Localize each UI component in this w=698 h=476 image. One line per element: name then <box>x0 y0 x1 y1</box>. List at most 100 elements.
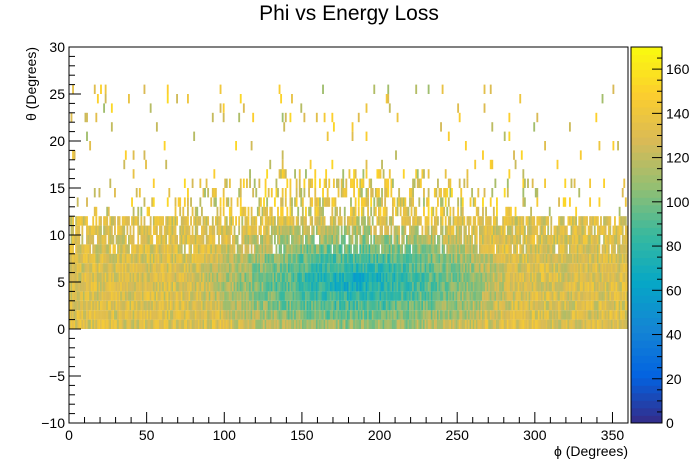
heatmap-cell <box>582 225 585 235</box>
heatmap-cell <box>427 282 430 292</box>
heatmap-cell <box>211 272 214 282</box>
heatmap-cell <box>263 235 265 245</box>
heatmap-cell <box>264 282 267 292</box>
heatmap-cell <box>382 300 385 311</box>
heatmap-cell <box>224 225 227 235</box>
heatmap-cell <box>522 178 525 188</box>
heatmap-cell <box>238 272 241 282</box>
heatmap-cell <box>396 244 399 254</box>
heatmap-cell <box>393 272 396 282</box>
heatmap-cell <box>421 225 424 235</box>
heatmap-cell <box>596 253 599 264</box>
heatmap-cell <box>199 310 202 320</box>
heatmap-cell <box>466 178 469 188</box>
heatmap-cell <box>471 272 474 282</box>
heatmap-cell <box>218 263 220 273</box>
heatmap-cell <box>173 319 175 329</box>
heatmap-cell <box>155 122 158 132</box>
heatmap-cell <box>311 300 314 311</box>
heatmap-cell <box>219 206 222 217</box>
heatmap-cell <box>300 197 303 207</box>
heatmap-cell <box>550 235 553 245</box>
heatmap-cell <box>488 300 491 311</box>
colorbar-swatch <box>631 182 662 191</box>
heatmap-cell <box>291 94 293 104</box>
heatmap-cell <box>207 319 210 329</box>
heatmap-cell <box>263 225 265 235</box>
heatmap-cell <box>614 253 616 264</box>
heatmap-cell <box>253 291 256 301</box>
heatmap-cell <box>183 300 186 311</box>
heatmap-cell <box>221 310 224 320</box>
heatmap-cell <box>356 300 359 311</box>
heatmap-cell <box>376 216 379 226</box>
heatmap-cell <box>600 216 602 226</box>
heatmap-cell <box>78 225 81 235</box>
heatmap-cell <box>292 235 295 245</box>
heatmap-cell <box>561 263 564 273</box>
heatmap-cell <box>419 235 422 245</box>
heatmap-cell <box>443 253 446 264</box>
heatmap-cell <box>323 112 326 123</box>
heatmap-cell <box>332 216 335 226</box>
heatmap-cell <box>359 310 362 320</box>
heatmap-cell <box>582 310 585 320</box>
heatmap-cell <box>568 300 571 311</box>
heatmap-cell <box>300 103 303 113</box>
heatmap-cell <box>227 197 230 207</box>
heatmap-cell <box>149 216 152 226</box>
heatmap-cell <box>197 319 200 329</box>
heatmap-cell <box>544 216 546 226</box>
heatmap-cell <box>230 225 233 235</box>
heatmap-cell <box>536 216 539 226</box>
heatmap-cell <box>527 253 529 264</box>
heatmap-cell <box>565 272 568 282</box>
heatmap-cell <box>575 300 578 311</box>
heatmap-cell <box>603 310 606 320</box>
heatmap-cell <box>482 291 484 301</box>
heatmap-cell <box>503 310 506 320</box>
heatmap-cell <box>360 235 363 245</box>
heatmap-cell <box>246 216 248 226</box>
heatmap-cell <box>135 300 138 311</box>
heatmap-cell <box>121 244 124 254</box>
heatmap-cell <box>604 282 607 292</box>
heatmap-cell <box>433 235 436 245</box>
heatmap-cell <box>270 235 273 245</box>
heatmap-cell <box>404 197 407 207</box>
heatmap-cell <box>367 244 369 254</box>
heatmap-cell <box>511 263 514 273</box>
heatmap-cell <box>468 216 470 226</box>
heatmap-cell <box>76 263 79 273</box>
heatmap-cell <box>440 300 442 311</box>
heatmap-cell <box>365 263 368 273</box>
heatmap-cell <box>360 253 363 264</box>
heatmap-cell <box>598 253 601 264</box>
heatmap-cell <box>294 300 296 311</box>
heatmap-cell <box>202 235 205 245</box>
heatmap-cell <box>432 272 435 282</box>
heatmap-cell <box>530 310 533 320</box>
heatmap-cell <box>70 216 73 226</box>
heatmap-cell <box>373 319 376 329</box>
heatmap-cell <box>607 272 610 282</box>
heatmap-cell <box>581 244 584 254</box>
heatmap-cell <box>593 291 596 301</box>
heatmap-cell <box>297 225 300 235</box>
heatmap-cell <box>190 310 192 320</box>
heatmap-cell <box>182 272 185 282</box>
heatmap-cell <box>474 197 477 207</box>
heatmap-cell <box>78 319 81 329</box>
heatmap-cell <box>513 253 515 264</box>
heatmap-cell <box>545 216 548 226</box>
heatmap-cell <box>207 235 210 245</box>
heatmap-cell <box>620 319 623 329</box>
heatmap-cell <box>443 310 446 320</box>
heatmap-cell <box>123 291 126 301</box>
heatmap-cell <box>225 178 228 188</box>
heatmap-cell <box>339 300 342 311</box>
heatmap-cell <box>343 319 346 329</box>
heatmap-cell <box>523 300 526 311</box>
heatmap-cell <box>506 282 509 292</box>
heatmap-cell <box>89 263 92 273</box>
